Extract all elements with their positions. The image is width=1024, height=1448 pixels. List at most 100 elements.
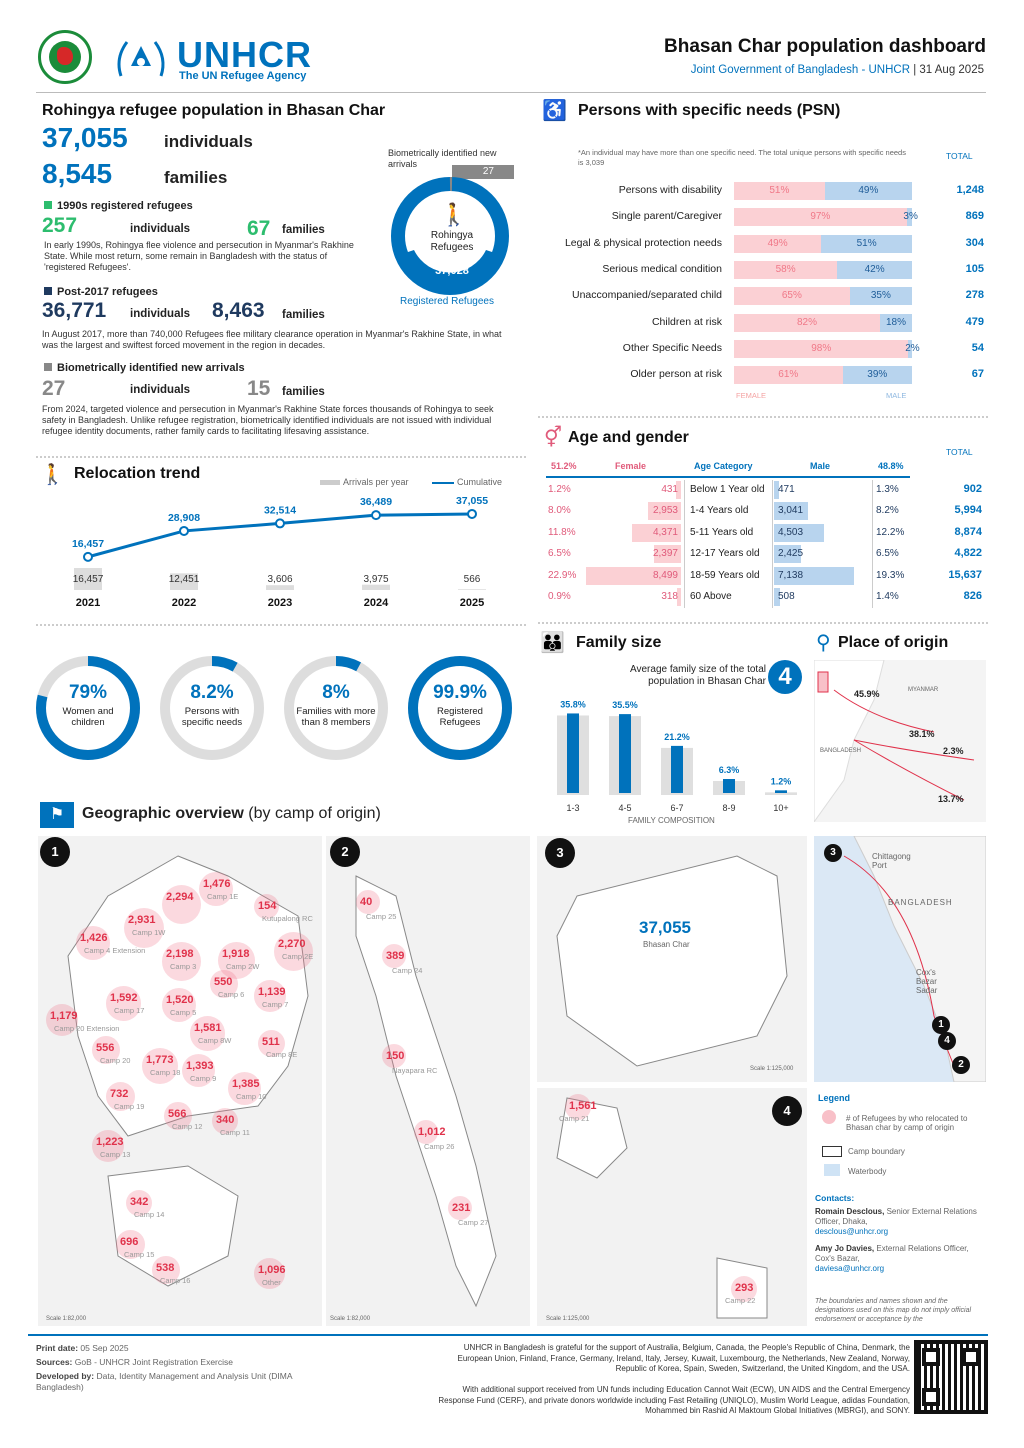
camp-name: Camp 15 (124, 1250, 155, 1259)
origin-title: Place of origin (838, 634, 949, 651)
family-chart: 35.8% 1-3 35.5% 4-5 21.2% 6-7 6.3% 8-9 1.2% 10+ (557, 699, 797, 813)
psn-total: 1,248 (956, 184, 984, 196)
map-2-badge: 2 (330, 837, 360, 867)
age-male-value: 508 (778, 591, 795, 602)
age-total: 826 (963, 590, 982, 602)
age-total: 4,822 (954, 547, 982, 560)
camp-count: 1,918 (222, 948, 250, 960)
camp-name: Camp 20 Extension (54, 1024, 120, 1033)
camp-count: 1,476 (203, 878, 231, 890)
origin-pct-1: 45.9% (854, 689, 880, 699)
camp-count: 342 (130, 1196, 149, 1208)
cumulative-label: 16,457 (72, 538, 104, 550)
total-individuals: 37,055 (42, 122, 128, 153)
legend-arrivals: Arrivals per year (320, 477, 409, 487)
kpi-value: 99.9% (433, 682, 487, 703)
age-male-pct: 6.5% (876, 548, 899, 560)
camp-count: 1,426 (80, 932, 108, 944)
psn-female-pct: 61% (778, 369, 799, 381)
psn-bar-female (734, 234, 822, 253)
geo-title-suffix: (by camp of origin) (248, 805, 381, 822)
age-male-value: 471 (778, 484, 795, 495)
page-title: Bhasan Char population dashboard (664, 36, 986, 57)
arrival-bar (170, 573, 198, 590)
psn-total-label: TOTAL (946, 151, 973, 161)
camp-count: 293 (735, 1282, 754, 1294)
age-female-pct: 1.2% (548, 484, 571, 495)
footer-thanks: UNHCR in Bangladesh is grateful for the … (457, 1343, 910, 1373)
camp-name: Camp 12 (172, 1122, 203, 1131)
camp-name: Camp 27 (458, 1218, 489, 1227)
psn-bar-male (849, 287, 912, 306)
camp-name: Camp 2W (226, 962, 260, 971)
age-female-pct: 6.5% (548, 548, 571, 560)
age-female-label: Female (615, 461, 647, 471)
gbio-fam: 15 (247, 377, 271, 400)
age-female-value: 318 (661, 591, 678, 602)
gbio-fam-label: families (282, 386, 325, 398)
inset-coxs: Cox's Bazar Sadar (916, 968, 938, 995)
family-avg-text: Average family size of the total populat… (630, 664, 766, 687)
psn-male-label: MALE (886, 391, 907, 400)
arrival-bar (362, 584, 390, 590)
contact-2-email[interactable]: daviesa@unhcr.org (815, 1264, 885, 1273)
geo-title: Geographic overview (by camp of origin) (82, 805, 381, 823)
psn-bar-male (879, 313, 912, 332)
camp-count: 1,773 (146, 1054, 174, 1066)
map-4-scale: Scale 1:125,000 (546, 1316, 590, 1322)
age-category: 12-17 Years old (690, 548, 760, 560)
cumulative-point (371, 510, 381, 521)
psn-total: 278 (965, 289, 984, 302)
camp-name: Camp 8E (266, 1050, 298, 1059)
kpi-label: Women and children (62, 706, 114, 728)
psn-bar-male (837, 260, 912, 279)
age-male-value: 3,041 (778, 505, 804, 517)
camp-name: Camp 8W (198, 1036, 232, 1045)
kpi-label: Persons with specific needs (181, 706, 243, 728)
legend-item-3: Waterbody (848, 1167, 887, 1176)
camp-name: Camp 16 (160, 1276, 191, 1285)
age-category: 5-11 Years old (690, 526, 754, 538)
arrival-bar (458, 589, 486, 590)
camp-count: 1,385 (232, 1078, 260, 1090)
arrival-label: 566 (464, 574, 481, 585)
registered-donut (391, 176, 509, 295)
age-female-pct: 22.9% (548, 569, 577, 581)
unhcr-laurel-icon (117, 41, 165, 77)
psn-label: Single parent/Caregiver (611, 210, 722, 223)
g1990-text: In early 1990s, Rohingya flee violence a… (44, 240, 354, 272)
kpi-value: 8% (322, 682, 350, 703)
kpi-donut: 79% Women and children (34, 654, 142, 762)
donut-top-label: Biometrically identified new arrivals (388, 148, 497, 169)
camp-count: 40 (360, 896, 373, 908)
psn-chart: Persons with disability 51% 49% 1,248 Single… (538, 180, 988, 392)
camp-name: Nayapara RC (392, 1066, 438, 1075)
legend-water-icon (824, 1164, 840, 1176)
family-category: 6-7 (670, 803, 683, 813)
family-pct-label: 35.8% (560, 699, 586, 709)
psn-female-pct: 58% (775, 263, 796, 275)
psn-bar-male (906, 208, 912, 227)
family-bar (567, 713, 579, 793)
age-female-bar (586, 566, 681, 585)
family-axis-label: FAMILY COMPOSITION (628, 816, 715, 825)
psn-title: Persons with specific needs (PSN) (578, 102, 841, 119)
age-male-value: 7,138 (778, 569, 804, 581)
psn-male-pct: 3% (903, 211, 918, 223)
psn-bar-female (734, 313, 880, 332)
map-3-scale: Scale 1:125,000 (750, 1066, 794, 1072)
page-subtitle: Joint Government of Bangladesh - UNHCR |… (690, 64, 984, 76)
contact-1-email[interactable]: desclous@unhcr.org (815, 1227, 889, 1236)
legend-title: Legend (818, 1093, 851, 1103)
psn-note: *An individual may have more than one sp… (578, 148, 906, 167)
camp-name: Camp 21 (559, 1114, 590, 1123)
kpi-label: Registered Refugees (437, 706, 483, 728)
family-pct-label: 21.2% (664, 732, 690, 742)
psn-female-pct: 51% (769, 185, 790, 196)
origin-myanmar: MYANMAR (908, 687, 939, 693)
kpi-arc (284, 656, 388, 760)
age-total: 902 (963, 483, 982, 495)
map-3: 37,055 Bhasan Char Scale 1:125,000 (537, 836, 807, 1082)
age-category: 1-4 Years old (690, 505, 749, 517)
kpi-label: Families with more than 8 members (296, 706, 376, 728)
